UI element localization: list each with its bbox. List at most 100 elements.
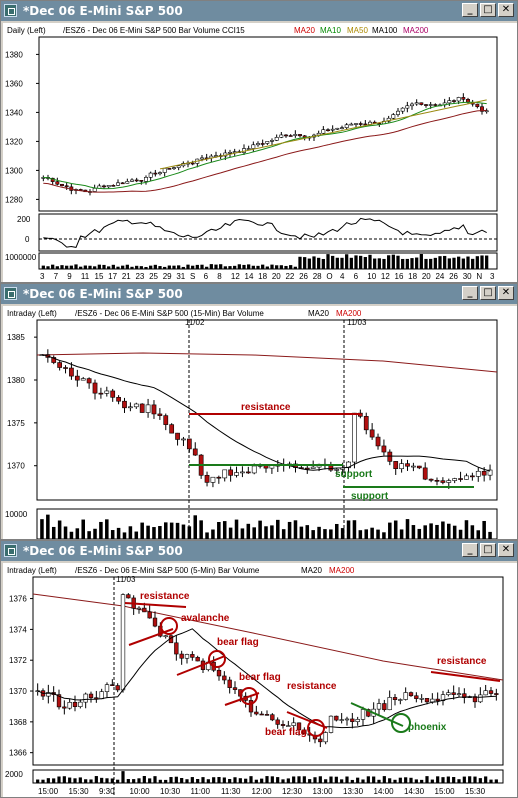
price-bar: [350, 718, 355, 722]
window-app-icon[interactable]: [4, 287, 17, 300]
price-bar: [190, 162, 195, 165]
maximize-button[interactable]: □: [480, 543, 496, 557]
intraday-15min-window: *Dec 06 E-Mini S&P 500 _ □ ✕ Intraday (L…: [0, 283, 518, 540]
price-bar: [167, 168, 172, 170]
price-bar: [414, 102, 419, 105]
ma20-line: [41, 354, 491, 472]
price-bar: [260, 143, 265, 145]
close-button[interactable]: ✕: [498, 286, 514, 300]
bear-flag-label: bear flag: [217, 637, 259, 648]
x-tick-label: 18: [408, 272, 417, 281]
minimize-button[interactable]: _: [462, 286, 478, 300]
price-bar: [381, 445, 387, 453]
volume-tick-label: 2000: [5, 770, 23, 779]
chart-header-symbol: /ESZ6 - Dec 06 E-Mini S&P 500 (15-Min) B…: [75, 309, 264, 318]
price-bar: [403, 692, 408, 700]
price-bar: [398, 699, 403, 701]
price-bar: [232, 151, 237, 153]
price-bar: [462, 693, 467, 698]
price-bar: [270, 714, 275, 721]
price-bar: [228, 469, 233, 476]
resistance-label: resistance: [287, 681, 337, 692]
price-bar: [51, 357, 57, 363]
price-bar: [451, 692, 456, 695]
price-bar: [334, 469, 340, 471]
x-tick-label: 26: [449, 272, 458, 281]
x-tick-label: 24: [435, 272, 444, 281]
resistance-line: [124, 602, 187, 608]
bear-flag-marker: [240, 687, 258, 705]
intraday-5min-chart-svg[interactable]: Intraday (Left) /ESZ6 - Dec 06 E-Mini S&…: [3, 563, 517, 797]
support-label: support: [351, 491, 389, 502]
chart-header-symbol: /ESZ6 - Dec 06 E-Mini S&P 500 Bar Volume…: [63, 26, 245, 35]
price-bar: [192, 448, 198, 456]
price-bar: [349, 123, 354, 126]
price-bar: [153, 172, 158, 175]
price-bar: [469, 475, 475, 478]
window-titlebar[interactable]: *Dec 06 E-Mini S&P 500 _ □ ✕: [1, 284, 517, 304]
price-bar: [256, 143, 260, 146]
window-title: *Dec 06 E-Mini S&P 500: [23, 544, 183, 558]
price-bar: [56, 694, 62, 708]
price-bar: [360, 709, 366, 720]
price-bar: [274, 137, 279, 141]
resistance-label: resistance: [140, 591, 190, 602]
x-tick-label: 23: [135, 272, 144, 281]
price-bar: [428, 104, 433, 106]
price-bar: [55, 181, 60, 185]
price-bar: [163, 415, 169, 425]
maximize-button[interactable]: □: [480, 286, 496, 300]
price-bar: [275, 719, 280, 725]
intraday-15min-chart-area[interactable]: Intraday (Left) /ESZ6 - Dec 06 E-Mini S&…: [3, 306, 517, 539]
x-tick-label: 3: [40, 272, 45, 281]
x-tick-label: S: [190, 272, 195, 281]
price-bar: [464, 475, 469, 480]
trend-line: [286, 711, 328, 729]
price-bar: [110, 684, 115, 686]
price-bar: [216, 476, 222, 479]
x-tick-label: 12: [381, 272, 390, 281]
price-bar: [125, 181, 130, 184]
price-bar: [72, 702, 78, 707]
price-bar: [328, 715, 334, 733]
window-titlebar[interactable]: *Dec 06 E-Mini S&P 500 _ □ ✕: [1, 1, 517, 21]
price-pane: [38, 36, 498, 212]
daily-chart-svg[interactable]: Daily (Left) /ESZ6 - Dec 06 E-Mini S&P 5…: [3, 23, 517, 282]
window-app-icon[interactable]: [4, 544, 17, 557]
legend-ma200: MA200: [403, 26, 429, 35]
price-bar: [428, 478, 434, 481]
price-bar: [326, 129, 330, 131]
price-bar: [400, 107, 405, 112]
window-app-icon[interactable]: [4, 4, 17, 17]
y-tick-label: 1385: [7, 333, 25, 342]
price-bar: [456, 693, 462, 696]
price-bar: [175, 432, 180, 440]
window-titlebar[interactable]: *Dec 06 E-Mini S&P 500 _ □ ✕: [1, 541, 517, 561]
bear-flag-label: bear flag: [265, 727, 307, 738]
x-tick-label: O: [326, 272, 332, 281]
cci-tick-label: 0: [25, 235, 30, 244]
close-button[interactable]: ✕: [498, 3, 514, 17]
volume-tick-label: 1000000: [5, 253, 37, 262]
price-pane: [36, 319, 498, 501]
x-tick-label: 31: [176, 272, 185, 281]
price-bar: [298, 134, 302, 137]
price-bar: [181, 438, 186, 441]
price-bar: [302, 729, 307, 735]
phoenix-marker: [391, 713, 411, 733]
daily-chart-area[interactable]: Daily (Left) /ESZ6 - Dec 06 E-Mini S&P 5…: [3, 23, 517, 282]
price-bar: [169, 424, 175, 434]
minimize-button[interactable]: _: [462, 543, 478, 557]
y-tick-label: 1368: [9, 718, 27, 727]
minimize-button[interactable]: _: [462, 3, 478, 17]
intraday-5min-chart-area[interactable]: Intraday (Left) /ESZ6 - Dec 06 E-Mini S&…: [3, 563, 517, 797]
maximize-button[interactable]: □: [480, 3, 496, 17]
close-button[interactable]: ✕: [498, 543, 514, 557]
ma20-line: [43, 109, 487, 193]
window-title: *Dec 06 E-Mini S&P 500: [23, 287, 183, 301]
y-tick-label: 1375: [7, 419, 25, 428]
price-bar: [279, 134, 284, 138]
y-tick-label: 1370: [7, 462, 25, 471]
x-tick-label: 11:00: [191, 787, 211, 796]
intraday-15min-chart-svg[interactable]: Intraday (Left) /ESZ6 - Dec 06 E-Mini S&…: [3, 306, 517, 539]
